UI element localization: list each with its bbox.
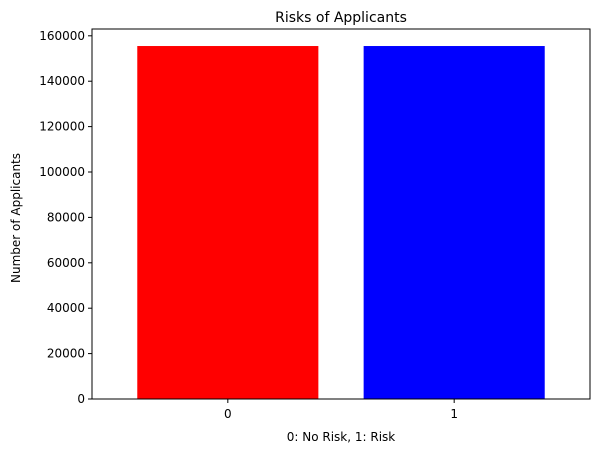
- bar-0: [137, 46, 319, 400]
- y-tick-label: 140000: [39, 74, 85, 88]
- y-tick-label: 40000: [47, 301, 85, 315]
- y-tick-label: 80000: [47, 210, 85, 224]
- x-tick-label: 1: [450, 407, 458, 421]
- chart-title: Risks of Applicants: [275, 10, 407, 26]
- y-ticks-layer: 0 20000 40000 60000 80000 100000 120000 140000 1…: [39, 29, 92, 406]
- y-tick-label: 20000: [47, 347, 85, 361]
- bars-layer: [137, 46, 545, 400]
- plot-frame: [91, 28, 591, 400]
- x-tick-label: 0: [224, 407, 232, 421]
- y-axis-label: Number of Applicants: [9, 153, 23, 283]
- bar-1: [363, 46, 545, 400]
- y-tick-label: 0: [77, 392, 85, 406]
- y-tick-label: 60000: [47, 256, 85, 270]
- y-tick-label: 160000: [39, 29, 85, 43]
- y-tick-label: 100000: [39, 165, 85, 179]
- y-tick-label: 120000: [39, 120, 85, 134]
- x-axis-label: 0: No Risk, 1: Risk: [287, 430, 396, 444]
